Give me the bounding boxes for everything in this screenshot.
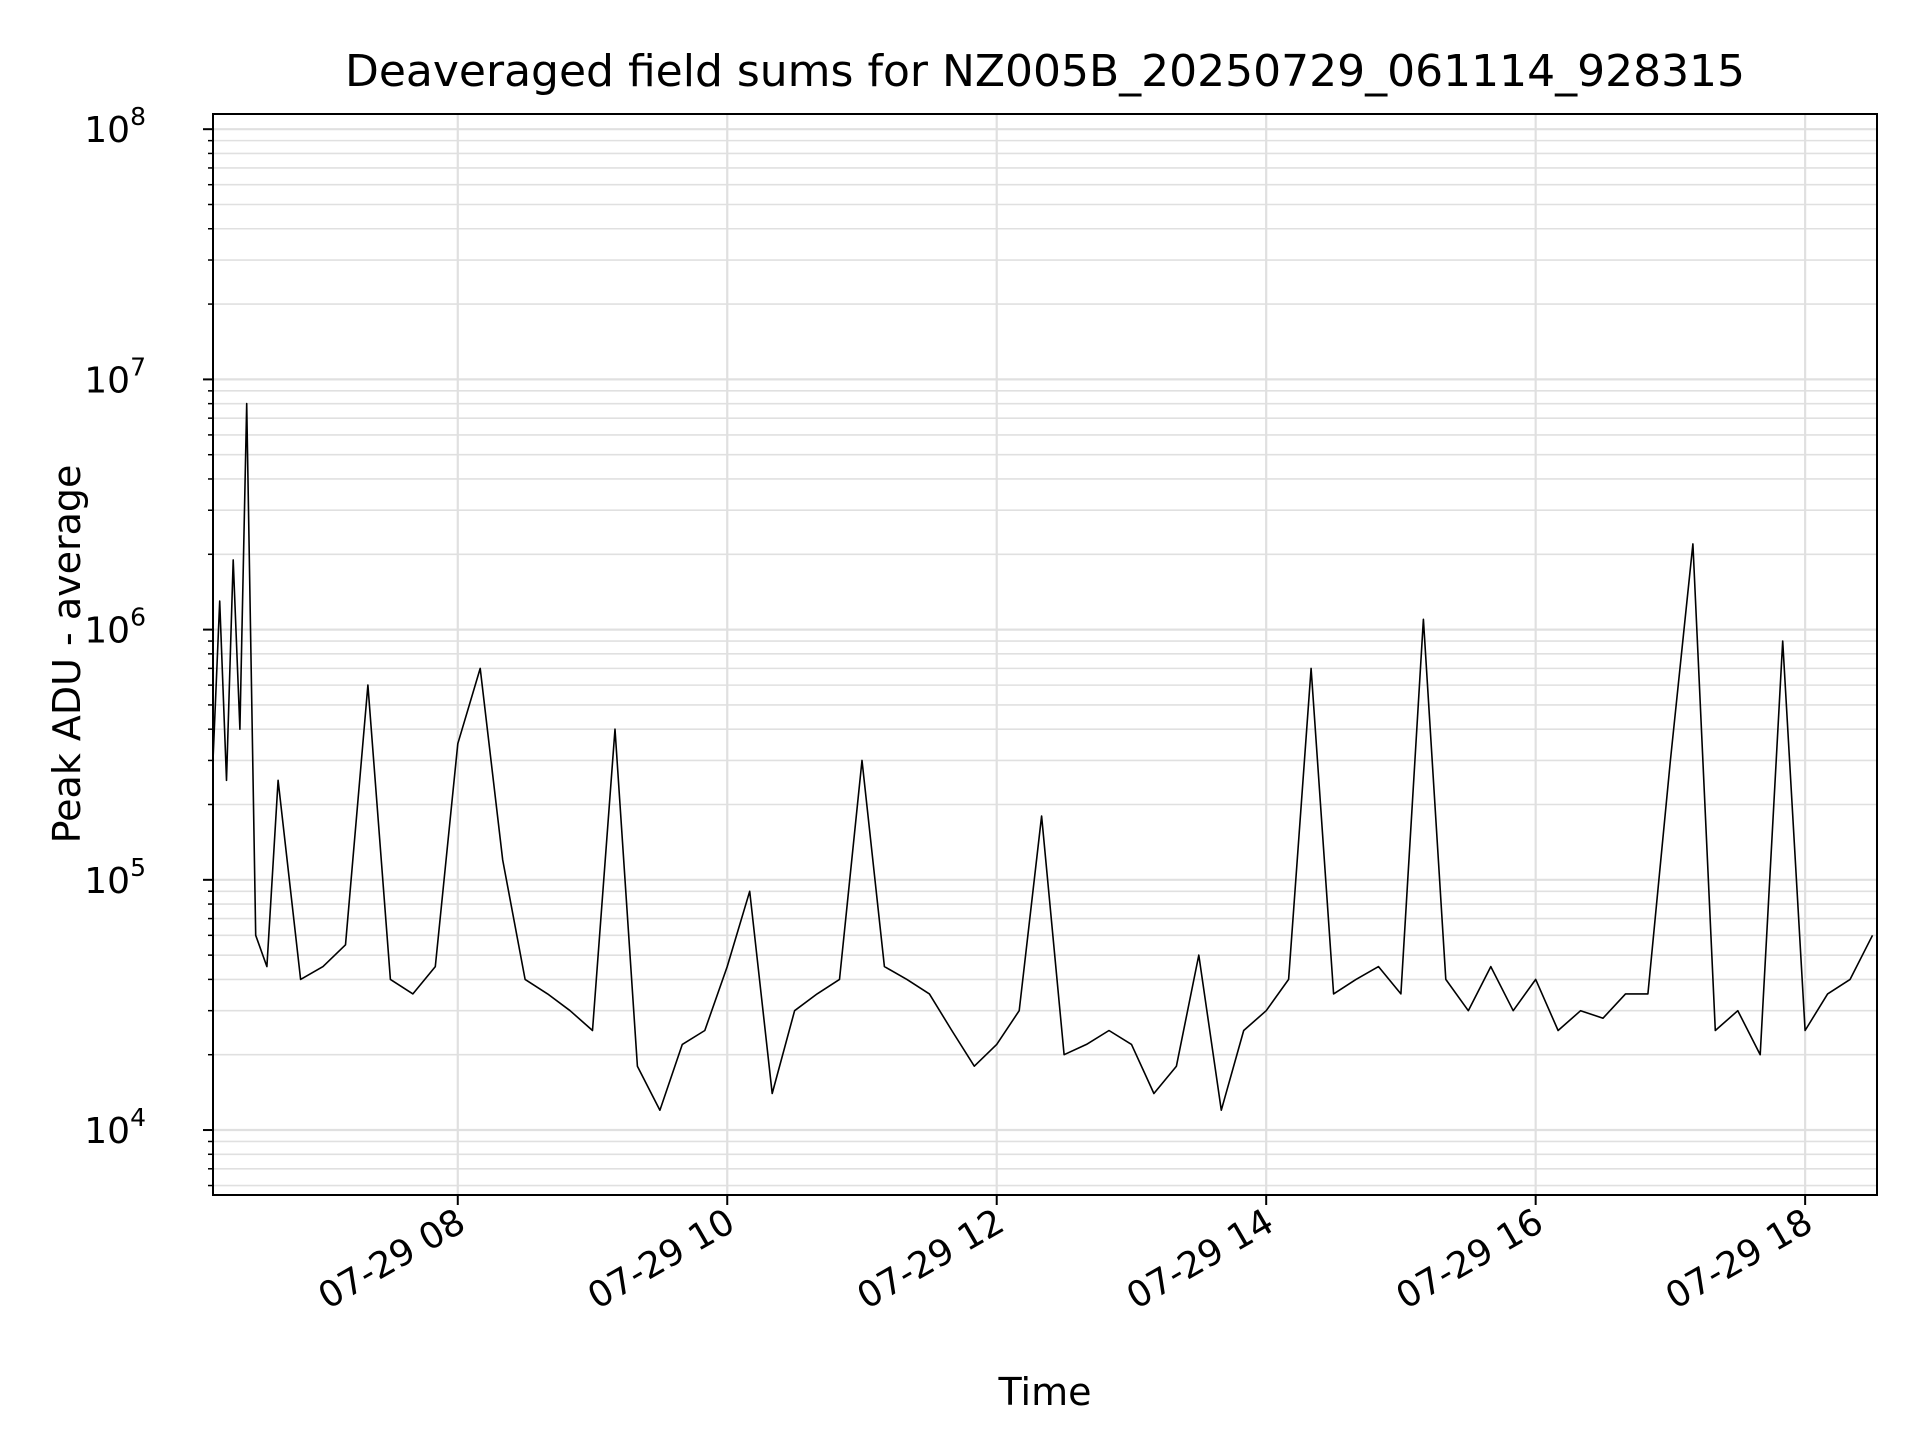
- y-axis-label: Peak ADU - average: [45, 465, 89, 844]
- x-axis-label: Time: [998, 1370, 1092, 1414]
- y-tick-base: 10: [84, 1111, 130, 1152]
- grid: [213, 114, 1877, 1195]
- series-layer: [212, 402, 1874, 1111]
- y-tick-base: 10: [84, 861, 130, 902]
- y-tick-exponent: 6: [130, 603, 146, 632]
- y-tick-label: 108: [84, 102, 146, 151]
- y-tick-base: 10: [84, 611, 130, 652]
- series-line: [212, 402, 1874, 1111]
- y-tick-base: 10: [84, 360, 130, 401]
- y-tick-base: 10: [84, 110, 130, 151]
- y-tick-exponent: 4: [130, 1103, 146, 1132]
- chart-title: Deaveraged field sums for NZ005B_2025072…: [345, 46, 1745, 97]
- y-tick-exponent: 8: [130, 102, 146, 131]
- y-tick-label: 105: [84, 853, 146, 902]
- y-tick-exponent: 7: [130, 352, 146, 381]
- y-tick-exponent: 5: [130, 853, 146, 882]
- y-tick-label: 107: [84, 352, 146, 401]
- y-tick-label: 104: [84, 1103, 146, 1152]
- y-tick-label: 106: [84, 603, 146, 652]
